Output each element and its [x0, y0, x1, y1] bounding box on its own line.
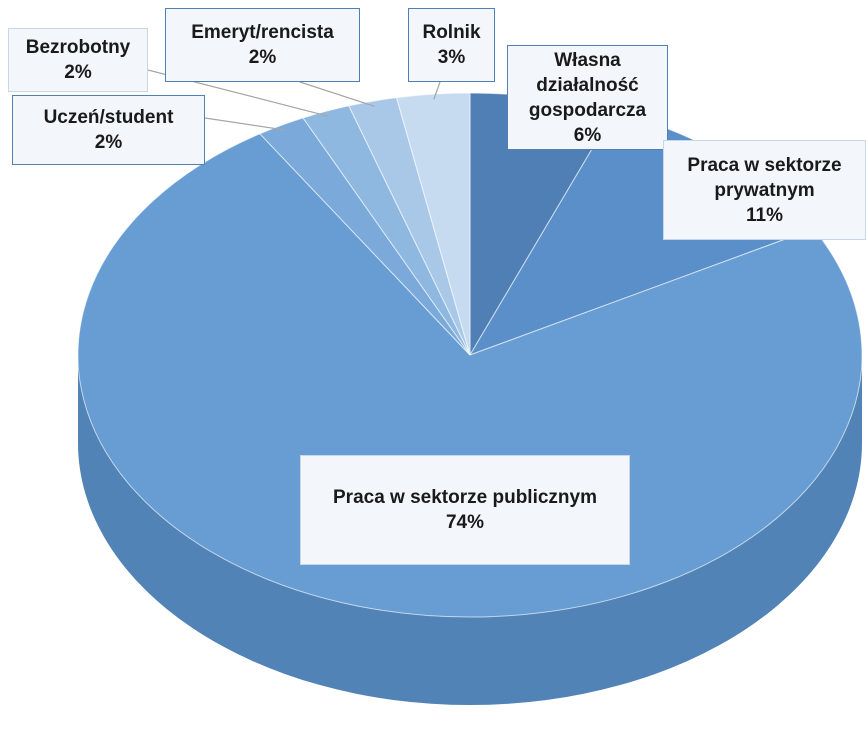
label-category: Rolnik [422, 22, 481, 43]
slice [395, 92, 471, 356]
label-category: Praca w sektorze prywatnym [687, 154, 842, 201]
slice-side [78, 355, 862, 705]
data-label: Bezrobotny 2% [8, 28, 148, 92]
label-value: 6% [573, 124, 602, 146]
data-label: Emeryt/rencista 2% [165, 8, 360, 82]
label-category: Własna działalność gospodarcza [528, 49, 647, 121]
label-value: 2% [248, 47, 277, 68]
leader-line [204, 117, 286, 131]
label-category: Emeryt/rencista [191, 22, 334, 43]
label-category: Bezrobotny [25, 37, 131, 58]
data-label: Uczeń/student 2% [12, 95, 205, 165]
label-category: Praca w sektorze publicznym [333, 487, 597, 508]
label-category: Uczeń/student [43, 107, 174, 128]
leader-line [433, 81, 441, 100]
data-label: Rolnik 3% [408, 8, 495, 82]
label-value: 11% [746, 204, 783, 226]
slice [77, 133, 863, 618]
data-label: Praca w sektorze publicznym 74% [300, 455, 630, 565]
label-value: 74% [445, 512, 485, 533]
label-value: 2% [94, 132, 123, 153]
label-value: 3% [437, 47, 466, 68]
side-shade [78, 355, 862, 705]
leader-line [299, 81, 375, 107]
side-face [78, 355, 862, 705]
data-label: Praca w sektorze prywatnym 11% [663, 140, 866, 240]
label-value: 2% [64, 62, 92, 83]
data-label: Własna działalność gospodarcza 6% [507, 45, 668, 150]
